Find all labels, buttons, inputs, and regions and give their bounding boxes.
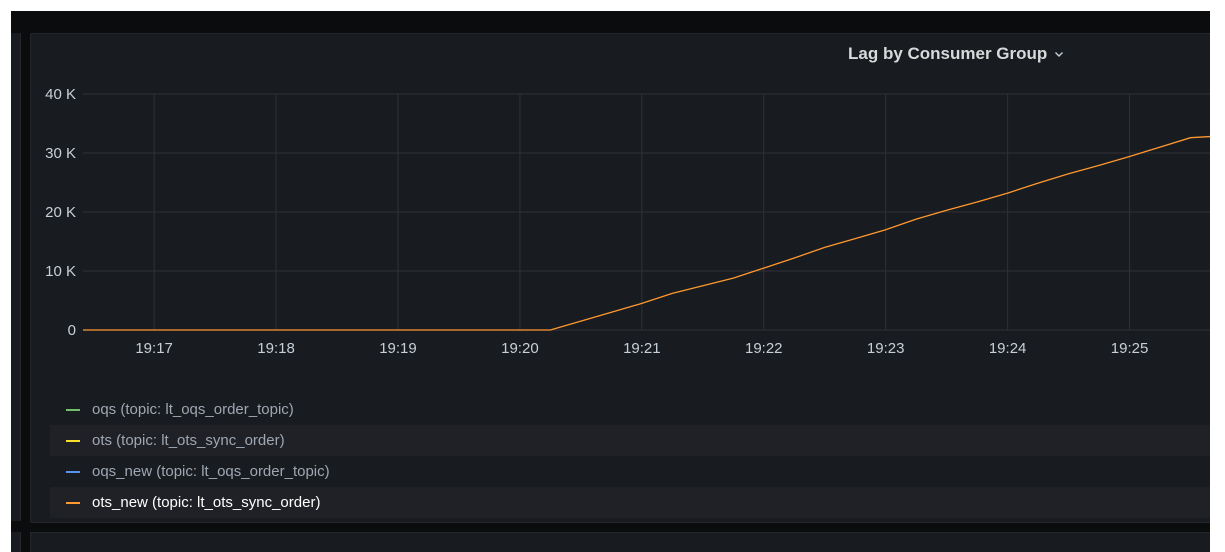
dashboard-canvas: Lag by Consumer Group 0 10 K 20 K 30 K 40 K … bbox=[11, 11, 1210, 552]
series-color-swatch bbox=[66, 501, 80, 504]
x-tick-label: 19:23 bbox=[867, 340, 905, 357]
legend-item-ots[interactable]: ots (topic: lt_ots_sync_order) bbox=[50, 425, 1210, 456]
legend-label: oqs (topic: lt_oqs_order_topic) bbox=[92, 401, 294, 418]
x-tick-label: 19:21 bbox=[623, 340, 661, 357]
x-tick-label: 19:18 bbox=[257, 340, 295, 357]
grid-lines bbox=[83, 93, 1210, 331]
legend-item-ots-new[interactable]: ots_new (topic: lt_ots_sync_order) bbox=[50, 487, 1210, 518]
legend-label: oqs_new (topic: lt_oqs_order_topic) bbox=[92, 463, 330, 480]
legend-item-oqs[interactable]: oqs (topic: lt_oqs_order_topic) bbox=[50, 394, 1210, 425]
legend-item-oqs-new[interactable]: oqs_new (topic: lt_oqs_order_topic) bbox=[50, 456, 1210, 487]
chart-legend: oqs (topic: lt_oqs_order_topic) ots (top… bbox=[50, 394, 1210, 518]
x-tick-label: 19:25 bbox=[1111, 340, 1149, 357]
next-panel-edge bbox=[11, 532, 21, 552]
y-tick-label: 30 K bbox=[45, 145, 76, 162]
series-line bbox=[83, 135, 1210, 331]
series-color-swatch bbox=[66, 439, 80, 442]
x-tick-label: 19:19 bbox=[379, 340, 417, 357]
chevron-down-icon bbox=[1055, 52, 1064, 57]
graph-panel: Lag by Consumer Group 0 10 K 20 K 30 K 40 K … bbox=[30, 33, 1210, 523]
legend-label: ots (topic: lt_ots_sync_order) bbox=[92, 432, 285, 449]
x-tick-label: 19:17 bbox=[135, 340, 173, 357]
left-panel-edge bbox=[11, 33, 21, 521]
next-panel bbox=[30, 532, 1210, 552]
x-tick-label: 19:22 bbox=[745, 340, 783, 357]
series-lines bbox=[83, 135, 1210, 331]
x-tick-label: 19:20 bbox=[501, 340, 539, 357]
y-tick-label: 10 K bbox=[45, 263, 76, 280]
panel-title: Lag by Consumer Group bbox=[848, 44, 1048, 63]
line-chart[interactable]: 010 K20 K30 K40 K 19:17 19:18 19:19 19:20 19… bbox=[31, 34, 1210, 374]
series-color-swatch bbox=[66, 408, 80, 411]
series-color-swatch bbox=[66, 470, 80, 473]
panel-title-menu[interactable]: Lag by Consumer Group bbox=[848, 43, 1065, 65]
y-tick-label: 20 K bbox=[45, 204, 76, 221]
legend-label: ots_new (topic: lt_ots_sync_order) bbox=[92, 494, 321, 511]
y-tick-label: 40 K bbox=[45, 86, 76, 103]
y-tick-label: 0 bbox=[68, 322, 76, 339]
y-axis-ticks: 0 10 K 20 K 30 K 40 K bbox=[45, 86, 76, 339]
x-tick-label: 19:24 bbox=[989, 340, 1027, 357]
x-axis-ticks: 19:17 19:18 19:19 19:20 19:21 19:22 19:23 19:24… bbox=[135, 340, 1148, 357]
